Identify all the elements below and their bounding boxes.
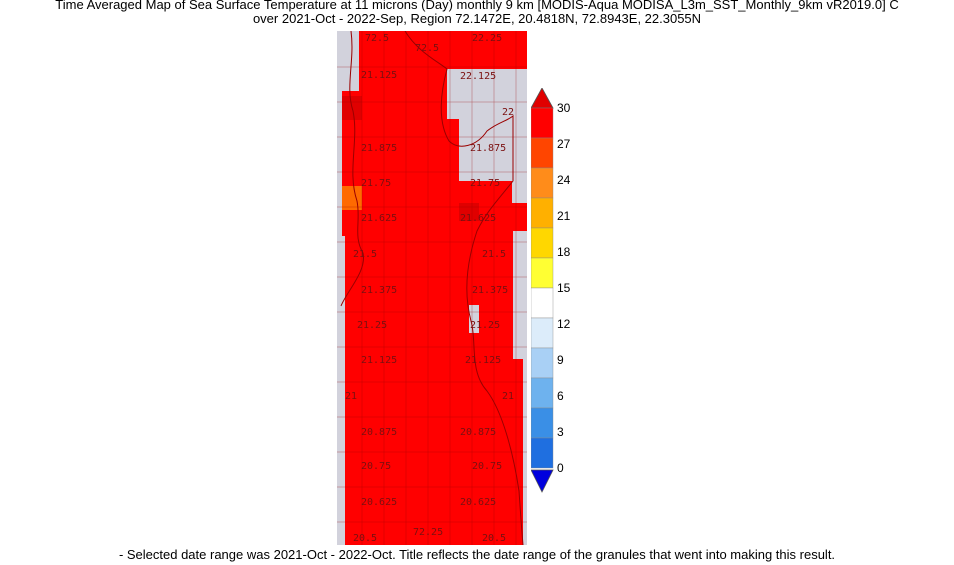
grid-label: 20.5	[353, 533, 377, 544]
grid-label: 21.75	[361, 178, 391, 189]
colorbar-arrow-down-icon	[530, 469, 554, 493]
colorbar-tick-label: 15	[557, 281, 571, 295]
warm-pixel	[342, 186, 362, 210]
grid-label: 21	[502, 391, 514, 402]
grid-label: 21.75	[470, 178, 500, 189]
colorbar-segment	[530, 347, 554, 379]
grid-label: 20.875	[361, 427, 397, 438]
grid-label: 22	[502, 107, 514, 118]
colorbar-segment	[530, 287, 554, 319]
land-area	[337, 236, 345, 545]
caption: - Selected date range was 2021-Oct - 202…	[118, 547, 836, 562]
map-title: Time Averaged Map of Sea Surface Tempera…	[0, 0, 954, 26]
colorbar-tick-label: 12	[557, 317, 571, 331]
colorbar-tick-label: 24	[557, 173, 571, 187]
coastline-east	[404, 31, 524, 545]
colorbar-segment	[530, 227, 554, 259]
sst-map: 72.5 72.5 22.25 21.125 22.125 22 21.875 …	[337, 31, 527, 545]
colorbar-tick-label: 0	[557, 461, 564, 475]
dark-pixel	[459, 203, 479, 221]
colorbar-tick-label: 6	[557, 389, 564, 403]
land-area	[459, 119, 527, 181]
grid-label: 21.375	[472, 285, 508, 296]
colorbar	[530, 87, 591, 498]
grid-label: 20.875	[460, 427, 496, 438]
land-area	[469, 305, 479, 333]
colorbar-tick-label: 30	[557, 101, 571, 115]
grid-label: 21.5	[353, 249, 377, 260]
land-area	[447, 69, 527, 119]
grid-label: 20.625	[361, 497, 397, 508]
colorbar-segments	[530, 107, 554, 469]
grid-label: 21.5	[482, 249, 506, 260]
grid-label: 21.125	[361, 70, 397, 81]
grid-label: 21.25	[357, 320, 387, 331]
grid-label: 21	[345, 391, 357, 402]
grid-label: 20.5	[482, 533, 506, 544]
colorbar-tick-label: 27	[557, 137, 571, 151]
grid-label: 72.5	[365, 33, 389, 44]
colorbar-svg	[530, 87, 554, 493]
colorbar-segment	[530, 317, 554, 349]
grid-lines	[337, 31, 527, 545]
grid-label: 20.625	[460, 497, 496, 508]
grid-label: 72.25	[413, 527, 443, 538]
colorbar-segment	[530, 437, 554, 469]
grid-label: 21.625	[361, 213, 397, 224]
colorbar-segment	[530, 197, 554, 229]
grid-label: 21.25	[470, 320, 500, 331]
grid-label: 20.75	[361, 461, 391, 472]
coastline-west	[340, 31, 364, 307]
grid-label: 22.25	[472, 33, 502, 44]
colorbar-tick-label: 21	[557, 209, 571, 223]
grid-label: 21.625	[460, 213, 496, 224]
colorbar-segment	[530, 407, 554, 439]
title-line-1: Time Averaged Map of Sea Surface Tempera…	[55, 0, 899, 12]
grid-label: 21.875	[470, 143, 506, 154]
colorbar-tick-label: 9	[557, 353, 564, 367]
grid-label: 21.375	[361, 285, 397, 296]
grid-label: 20.75	[472, 461, 502, 472]
grid-label: 21.125	[361, 355, 397, 366]
colorbar-segment	[530, 137, 554, 169]
grid-label: 21.125	[465, 355, 501, 366]
grid-label: 21.875	[361, 143, 397, 154]
land-area	[337, 31, 359, 91]
colorbar-segment	[530, 377, 554, 409]
land-area	[512, 181, 527, 203]
map-svg: 72.5 72.5 22.25 21.125 22.125 22 21.875 …	[337, 31, 527, 545]
colorbar-arrow-up-icon	[530, 87, 554, 109]
land-area	[513, 231, 527, 359]
colorbar-segment	[530, 107, 554, 139]
title-line-2: over 2021-Oct - 2022-Sep, Region 72.1472…	[252, 11, 702, 26]
colorbar-segment	[530, 257, 554, 289]
colorbar-tick-label: 3	[557, 425, 564, 439]
grid-label: 72.5	[415, 43, 439, 54]
grid-label: 22.125	[460, 71, 496, 82]
colorbar-tick-label: 18	[557, 245, 571, 259]
colorbar-segment	[530, 167, 554, 199]
